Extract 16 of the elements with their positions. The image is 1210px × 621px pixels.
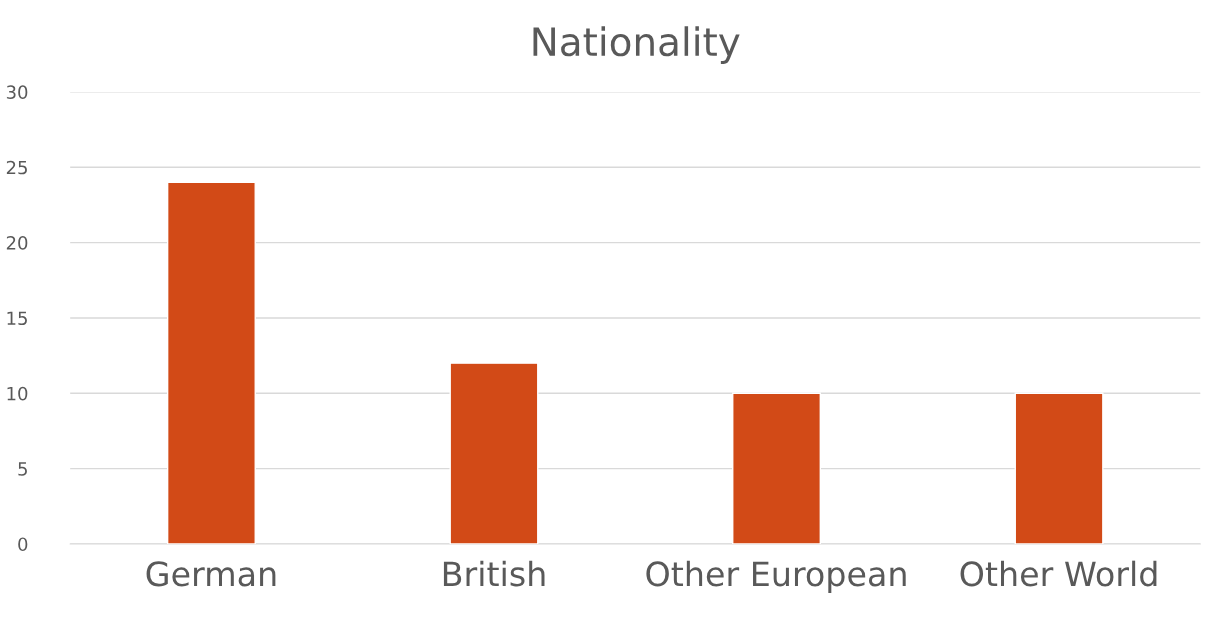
y-tick-label: 15: [7, 311, 27, 326]
y-tick-label: 30: [6, 85, 28, 100]
y-tick-label: 20: [6, 236, 28, 250]
y-tick-label: 10: [7, 386, 28, 401]
x-tick-label: Other European: [646, 560, 906, 593]
bar: [1014, 392, 1104, 544]
y-tick-label: 5: [18, 462, 27, 476]
y-tick-label: 0: [18, 537, 28, 552]
x-tick-label: British: [443, 560, 545, 587]
x-tick-label: German: [146, 561, 276, 587]
bar: [166, 181, 256, 544]
bar: [732, 392, 822, 544]
y-tick-label: 25: [6, 160, 27, 175]
x-tick-label: Other World: [960, 560, 1157, 587]
chart-title: Nationality: [533, 26, 740, 64]
bar: [449, 362, 539, 544]
